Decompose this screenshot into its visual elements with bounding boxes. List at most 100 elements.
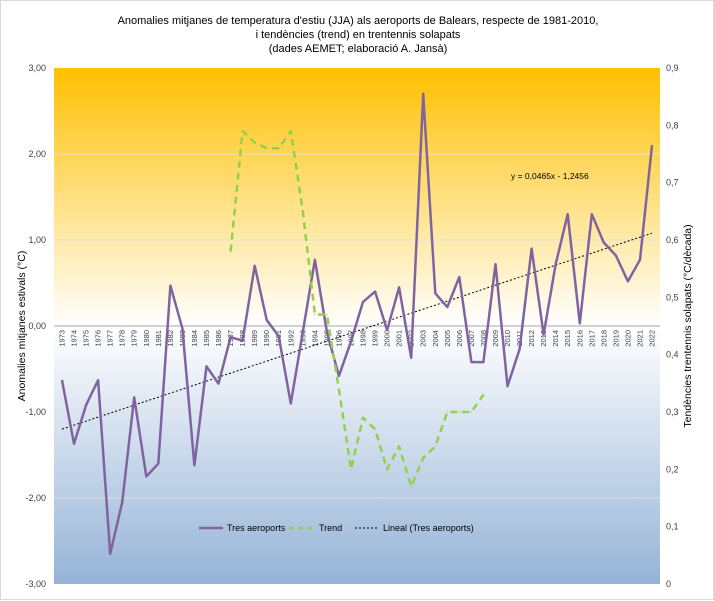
data-point-trend [254,141,256,144]
legend-label-tres-aeroports: Tres aeroports [227,523,286,533]
data-point-tres-aeroports [446,306,448,308]
data-point-tres-aeroports [278,335,280,337]
x-tick-label: 1985 [202,330,211,347]
x-tick-label: 1996 [334,330,343,347]
right-axis-ticks: 0,9 0,8 0,7 0,6 0,5 0,4 0,3 0,2 0,1 0 [666,63,679,589]
x-tick-label: 1998 [359,330,368,347]
data-point-tres-aeroports [386,329,388,331]
trendline-equation: y = 0,0465x - 1,2456 [511,171,589,181]
x-tick-label: 1989 [250,330,259,347]
data-point-trend [338,388,340,390]
data-point-tres-aeroports [362,301,364,303]
data-point-tres-aeroports [350,340,352,343]
data-point-tres-aeroports [85,404,87,406]
x-tick-label: 2009 [491,330,500,347]
data-point-tres-aeroports [434,292,436,294]
data-point-trend [386,468,388,470]
x-tick-label: 2010 [503,330,512,347]
data-point-tres-aeroports [410,357,412,359]
y2-tick-label: 0,7 [666,178,679,188]
data-point-tres-aeroports [482,361,485,363]
data-point-tres-aeroports [302,331,304,333]
data-point-tres-aeroports [338,375,340,377]
x-tick-label: 1986 [214,330,223,347]
x-tick-label: 1990 [262,330,271,347]
y-tick-label: -2,00 [25,493,46,503]
y2-tick-label: 0,5 [666,292,679,302]
data-point-tres-aeroports [591,213,593,215]
data-point-trend [302,210,304,212]
x-tick-label: 2007 [467,330,476,347]
y-tick-label: 1,00 [28,235,46,245]
y2-tick-label: 0,8 [666,120,679,130]
x-tick-label: 2011 [515,330,524,346]
y-tick-label: 3,00 [28,63,46,73]
data-point-tres-aeroports [422,93,424,95]
y-tick-label: 0,00 [28,321,46,331]
data-point-tres-aeroports [97,379,99,381]
series-line-tres-aeroports [60,92,654,556]
x-tick-label: 1978 [118,330,127,347]
x-tick-label: 2019 [611,330,620,347]
x-axis-ticks: 1973 1974 1975 1976 1977 1978 1979 1980 1981 1982… [58,330,657,347]
data-point-tres-aeroports [290,402,292,404]
data-point-trend [422,457,424,459]
legend-item-tres-aeroports: Tres aeroports [199,523,286,533]
data-point-tres-aeroports [314,259,316,261]
x-tick-label: 2014 [551,330,560,347]
data-point-trend [374,428,376,430]
title-line-1: Anomalies mitjanes de temperatura d'esti… [118,15,599,27]
data-point-tres-aeroports [61,379,63,381]
x-tick-label: 2005 [443,330,452,347]
series-layer [60,92,654,556]
x-tick-label: 2022 [648,330,657,347]
x-tick-label: 2013 [539,330,548,347]
legend-item-lineal: Lineal (Tres aeroports) [355,523,474,533]
data-point-trend [314,313,316,316]
data-point-trend [434,445,436,447]
x-tick-label: 1973 [58,330,67,347]
x-tick-label: 2001 [395,330,404,347]
data-point-trend [470,411,472,413]
data-point-tres-aeroports [73,443,75,445]
data-point-tres-aeroports [615,254,617,257]
data-point-tres-aeroports [157,463,159,465]
chart-title: Anomalies mitjanes de temperatura d'esti… [118,15,599,55]
y2-tick-label: 0,2 [666,464,679,474]
data-point-trend [326,313,328,316]
y-tick-label: 2,00 [28,149,46,159]
x-tick-label: 2015 [563,330,572,347]
title-line-3: (dades AEMET; elaboració A. Jansà) [269,43,448,55]
y2-tick-label: 0,6 [666,235,679,245]
data-point-tres-aeroports [217,383,220,385]
x-tick-label: 1999 [371,330,380,347]
data-point-tres-aeroports [543,334,545,336]
x-tick-label: 1975 [82,330,91,347]
data-point-trend [278,147,280,149]
data-point-tres-aeroports [266,319,268,321]
data-point-tres-aeroports [567,213,569,215]
data-point-tres-aeroports [193,464,196,466]
y-tick-label: -3,00 [25,579,46,589]
data-point-tres-aeroports [398,286,400,288]
y2-tick-label: 0,3 [666,407,679,417]
data-point-tres-aeroports [169,284,171,287]
left-axis-ticks: 3,00 2,00 1,00 0,00 -1,00 -2,00 -3,00 [25,63,46,589]
data-point-tres-aeroports [639,259,641,261]
x-tick-label: 2008 [479,330,488,347]
x-tick-label: 2020 [623,330,632,347]
x-tick-label: 2016 [575,330,584,347]
x-tick-label: 1980 [142,330,151,347]
data-point-tres-aeroports [133,396,135,398]
data-point-tres-aeroports [145,475,147,478]
x-tick-label: 1994 [310,330,319,347]
y-tick-label: -1,00 [25,407,46,417]
x-tick-label: 1995 [322,330,331,347]
data-point-trend [229,250,232,253]
x-tick-label: 1982 [166,330,175,347]
x-tick-label: 2017 [587,330,596,347]
x-tick-label: 2000 [383,330,392,347]
data-point-trend [482,394,485,396]
